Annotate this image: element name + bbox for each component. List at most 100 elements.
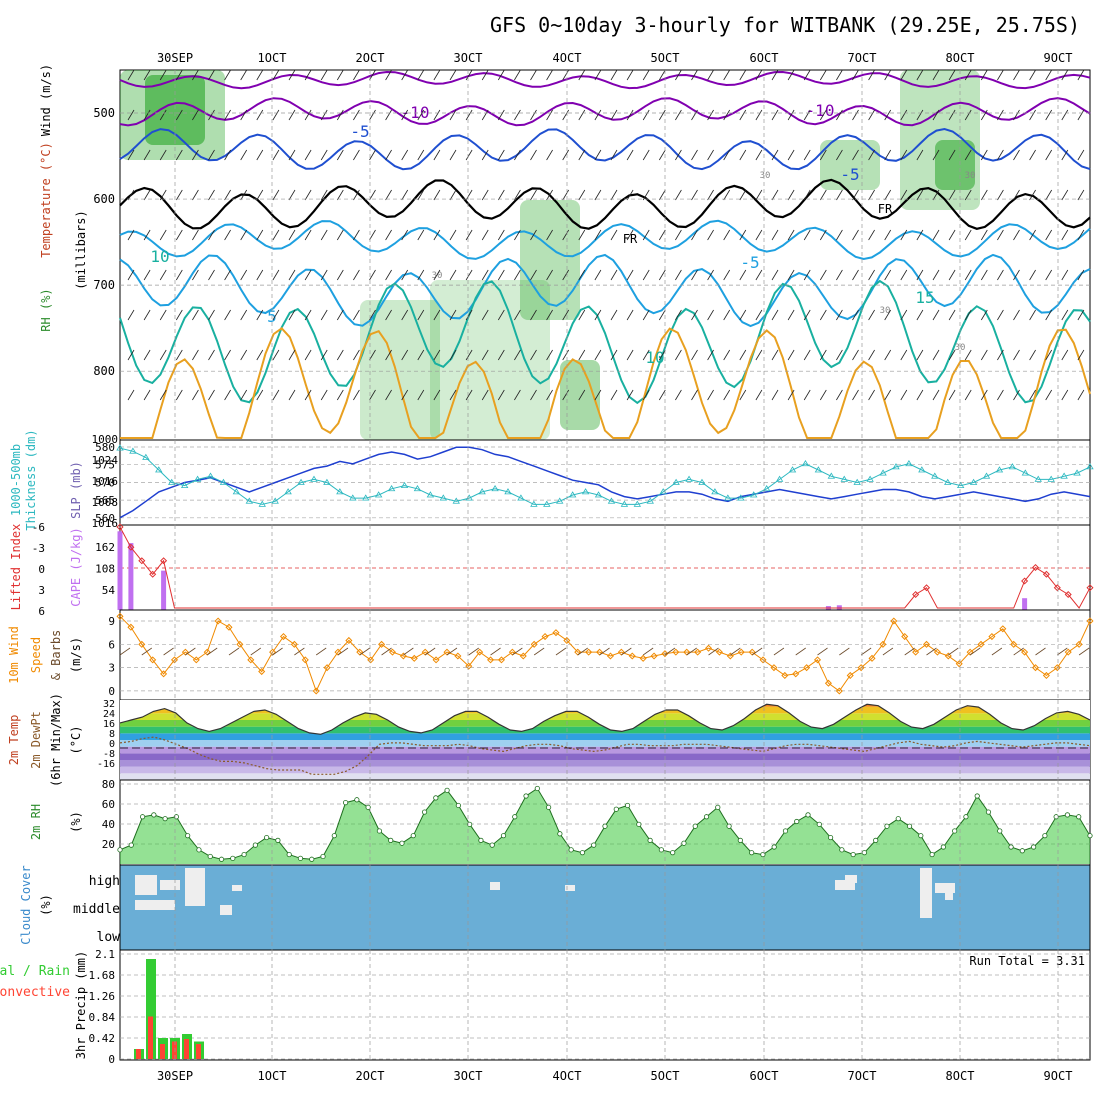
upper-wind-barb xyxy=(385,269,392,281)
upper-wind-barb xyxy=(771,309,779,321)
upper-wind-barb xyxy=(932,149,940,161)
upper-wind-barb xyxy=(192,389,199,401)
upper-wind-barb xyxy=(256,269,264,281)
upper-wind-barb xyxy=(868,349,875,361)
upper-wind-barb xyxy=(562,109,570,121)
upper-wind-barb xyxy=(884,69,892,81)
wind-speed-marker xyxy=(694,648,702,656)
rh-marker xyxy=(410,833,416,839)
upper-wind-barb xyxy=(192,69,199,81)
temp-tick-label: 16 xyxy=(103,719,115,730)
upper-wind-barb xyxy=(401,269,409,281)
lifted-index-marker xyxy=(127,543,135,551)
upper-wind-barb xyxy=(836,309,843,321)
upper-wind-barb xyxy=(980,109,988,121)
upper-wind-barb xyxy=(353,349,360,361)
wind-speed-marker xyxy=(737,648,745,656)
rh-marker xyxy=(523,793,529,799)
upper-wind-barb xyxy=(159,69,167,81)
rh-marker xyxy=(320,853,326,860)
upper-wind-barb xyxy=(964,309,972,321)
rh-marker xyxy=(512,814,518,820)
upper-wind-barb xyxy=(739,149,747,161)
upper-wind-barb xyxy=(224,309,231,321)
wind-barb xyxy=(141,647,153,656)
upper-wind-barb xyxy=(868,109,875,121)
bottom-date-tick-label: 8OCT xyxy=(946,1069,975,1083)
upper-wind-barb xyxy=(610,269,618,281)
temp-tick-label: -16 xyxy=(97,759,115,770)
rh-contour-label: 30 xyxy=(965,171,976,181)
cape-bar xyxy=(161,570,167,610)
upper-wind-barb xyxy=(320,69,328,81)
rh-marker xyxy=(681,840,687,846)
upper-wind-barb xyxy=(433,109,441,121)
upper-wind-barb xyxy=(497,109,505,121)
top-date-tick-label: 1OCT xyxy=(258,51,287,65)
rh-marker xyxy=(185,833,191,839)
thickness-marker xyxy=(762,484,771,492)
upper-wind-barb xyxy=(208,229,215,241)
thickness-marker xyxy=(633,500,642,507)
upper-wind-barb xyxy=(224,149,231,161)
wind-tick-label: 9 xyxy=(108,615,115,628)
bottom-date-tick-label: 30SEP xyxy=(157,1069,193,1083)
upper-wind-barb xyxy=(481,109,489,121)
upper-wind-barb xyxy=(787,309,795,321)
rh-marker xyxy=(433,795,439,801)
rh-marker xyxy=(861,850,868,856)
upper-wind-barb xyxy=(562,349,570,361)
vertical-grid xyxy=(174,700,1059,780)
upper-wind-barb xyxy=(353,149,360,161)
bottom-date-tick-label: 4OCT xyxy=(553,1069,582,1083)
wind-barb xyxy=(991,647,1003,656)
upper-wind-barb xyxy=(658,149,666,161)
upper-wind-barb xyxy=(964,389,972,401)
temperature-contour xyxy=(119,70,1091,90)
upper-wind-barb xyxy=(594,69,602,81)
upper-wind-barb xyxy=(787,269,795,281)
wind-frame xyxy=(119,609,1091,701)
wind-speed-marker xyxy=(857,664,865,672)
slp-tick-label: 1016 xyxy=(92,517,119,530)
upper-wind-barb xyxy=(997,269,1004,281)
upper-wind-barb xyxy=(530,149,537,161)
precip-tick-label: 0.84 xyxy=(89,1011,116,1024)
thickness-marker xyxy=(219,478,228,485)
upper-wind-barb xyxy=(771,349,779,361)
temperature-contour xyxy=(120,326,1091,439)
upper-wind-barb xyxy=(723,229,731,241)
upper-wind-barb xyxy=(562,309,570,321)
temperature-contour-label: 10 xyxy=(150,247,169,266)
upper-wind-barb xyxy=(626,309,634,321)
thickness-marker xyxy=(866,475,874,482)
upper-wind-barb xyxy=(546,269,553,281)
wind-barb xyxy=(599,647,610,656)
upper-wind-barb xyxy=(691,109,698,121)
lifted-index-marker xyxy=(1053,584,1061,592)
upper-wind-barb xyxy=(884,309,892,321)
upper-wind-barb xyxy=(1061,309,1069,321)
upper-wind-barb xyxy=(304,149,312,161)
upper-wind-barb xyxy=(369,389,376,401)
upper-wind-barb xyxy=(143,309,151,321)
thickness-marker xyxy=(840,475,848,482)
upper-wind-barb xyxy=(836,269,843,281)
precip-tick-label: 2.1 xyxy=(95,948,115,961)
upper-wind-barb xyxy=(675,389,682,401)
upper-wind-barb xyxy=(449,69,457,81)
rh-marker xyxy=(579,850,586,856)
rh-marker xyxy=(534,785,540,792)
upper-wind-barb xyxy=(707,269,714,281)
upper-wind-barb xyxy=(143,189,151,201)
wind-barb xyxy=(730,647,741,656)
precip-tick-label: 1.68 xyxy=(89,969,116,982)
wind-speed-marker xyxy=(585,648,593,656)
upper-wind-barb xyxy=(836,229,843,241)
thickness-tick-label: 560 xyxy=(95,512,115,525)
upper-wind-barb xyxy=(288,149,296,161)
upper-wind-barb xyxy=(755,229,763,241)
upper-wind-barb xyxy=(1077,189,1085,201)
wind-speed-marker xyxy=(367,656,375,664)
upper-wind-barb xyxy=(353,109,360,121)
